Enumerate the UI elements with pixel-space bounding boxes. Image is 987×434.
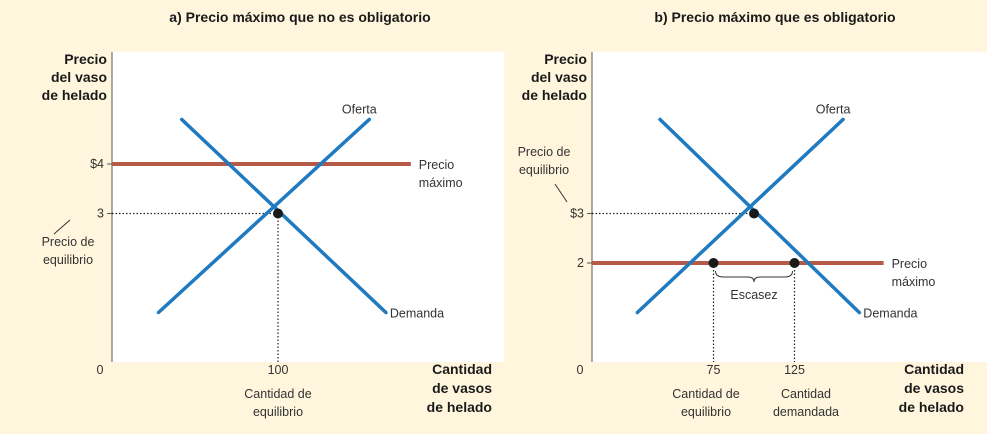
panel-a-x-equilibrium-annotation: Cantidad de equilibrio <box>244 387 311 419</box>
panel-a-demand-label: Demanda <box>390 307 444 321</box>
panel-b-x-tick-label: 75 <box>707 363 721 377</box>
panel-a-demand-curve <box>179 117 388 315</box>
panel-b-xlabel-line: de vasos <box>904 380 964 396</box>
panel-b-xlabel-line: Cantidad <box>904 361 964 377</box>
panel-b-ceiling-point <box>789 258 800 268</box>
panel-b-plot-area <box>592 52 987 362</box>
panel-b-x-sublabel-line: Cantidad <box>781 387 831 401</box>
panel-b-xlabel-line: de helado <box>899 399 964 415</box>
panel-a-ylabel-line: Precio <box>64 51 107 67</box>
panel-a-marks: Precio máximo 3 $4 100 Oferta Demanda <box>90 52 463 377</box>
panel-a-y-tick-label: $4 <box>90 157 104 171</box>
panel-a-xlabel-line: Cantidad <box>432 361 492 377</box>
panel-b-y-eq-label-line: Precio de <box>518 145 571 159</box>
panel-a-title: a) Precio máximo que no es obligatorio <box>169 9 430 25</box>
panel-b-y-eq-leader <box>554 183 568 203</box>
panel-b-x-tick-label: 125 <box>784 363 805 377</box>
panel-b-equilibrium-point <box>749 208 759 219</box>
panel-b-y-equilibrium-annotation: Precio de equilibrio <box>518 145 571 203</box>
panel-a-x-tick-label: 100 <box>268 363 289 377</box>
panel-b-shortage-label: Escasez <box>730 288 777 302</box>
panel-b-x-sublabel-line: equilibrio <box>681 405 731 419</box>
panel-a-plot-area <box>112 52 504 362</box>
panel-a-y-eq-label-line: equilibrio <box>43 253 93 267</box>
panel-a-supply-label: Oferta <box>342 102 377 116</box>
panel-a-x-axis-label: Cantidad de vasos de helado <box>427 361 493 415</box>
panel-a-ylabel-line: de helado <box>42 87 107 103</box>
panel-b-demand-label: Demanda <box>863 307 917 321</box>
panel-a-x-eq-label-line: equilibrio <box>253 405 303 419</box>
panel-a-price-ceiling-label: Precio <box>419 158 454 172</box>
panel-b-ceiling-point <box>708 258 719 268</box>
panel-b-supply-label: Oferta <box>816 102 851 116</box>
panel-b-ylabel-line: Precio <box>544 51 587 67</box>
panel-b-demand-curve <box>658 117 862 315</box>
panel-b-ylabel-line: de helado <box>522 87 587 103</box>
panel-a-y-equilibrium-annotation: Precio de equilibrio <box>42 219 95 267</box>
panel-a-equilibrium-point <box>273 208 283 219</box>
panel-b-y-tick-label: 2 <box>577 256 584 270</box>
panel-a-y-eq-leader <box>53 219 71 235</box>
panel-b-y-tick-label: $3 <box>570 207 584 221</box>
panel-a-price-ceiling-label: máximo <box>419 176 463 190</box>
panel-b-price-ceiling-label: máximo <box>892 275 936 289</box>
panel-a-xlabel-line: de helado <box>427 399 492 415</box>
panel-a-x-eq-label-line: Cantidad de <box>244 387 311 401</box>
panel-b-y-eq-label-line: equilibrio <box>519 163 569 177</box>
panel-b-supply-curve <box>635 117 845 315</box>
panel-b: b) Precio máximo que es obligatorio Prec… <box>518 9 987 419</box>
panel-b-y-axis-label: Precio del vaso de helado <box>522 51 587 103</box>
panel-b-x-axis-label: Cantidad de vasos de helado <box>899 361 965 415</box>
panel-b-shortage-brace <box>715 270 793 283</box>
panel-b-x-sublabel-line: Cantidad de <box>672 387 739 401</box>
panel-a-xlabel-line: de vasos <box>432 380 492 396</box>
panel-b-origin-label: 0 <box>577 363 584 377</box>
panel-a-y-tick-label: 3 <box>97 207 104 221</box>
panel-a-ylabel-line: del vaso <box>51 69 107 85</box>
panel-a-y-axis-label: Precio del vaso de helado <box>42 51 107 103</box>
panel-b-title: b) Precio máximo que es obligatorio <box>654 9 895 25</box>
panel-a: a) Precio máximo que no es obligatorio P… <box>42 9 504 419</box>
panel-b-x-tick-sublabels: Cantidad de equilibrio Cantidad demandad… <box>672 387 839 419</box>
panel-b-price-ceiling-label: Precio <box>892 257 927 271</box>
panel-a-y-eq-label-line: Precio de <box>42 235 95 249</box>
panel-b-ylabel-line: del vaso <box>531 69 587 85</box>
panel-b-marks: Precio máximo 2 $3 75 125 Oferta Demanda Escasez <box>570 52 935 377</box>
panel-a-origin-label: 0 <box>97 363 104 377</box>
panel-a-supply-curve <box>156 117 372 315</box>
panel-b-x-sublabel-line: demandada <box>773 405 839 419</box>
